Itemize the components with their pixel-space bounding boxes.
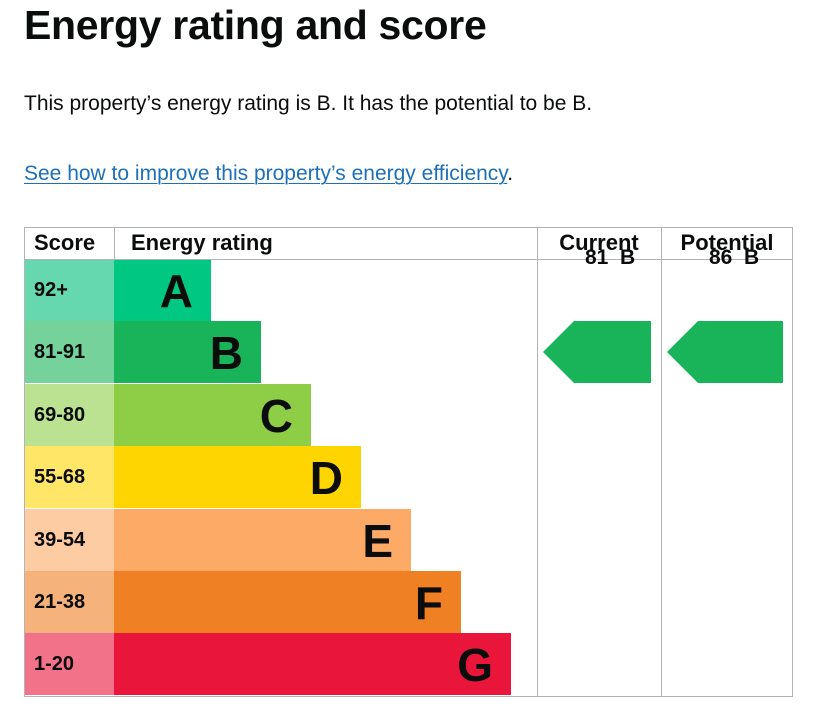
rating-band-a: A xyxy=(114,259,211,321)
energy-rating-chart: Score Energy rating Current Potential 92… xyxy=(24,227,793,697)
header-divider xyxy=(24,259,793,260)
band-letter: G xyxy=(457,639,493,692)
band-letter: B xyxy=(209,327,243,380)
improve-paragraph: See how to improve this property’s energ… xyxy=(24,162,513,186)
score-range-cell: 81-91 xyxy=(24,321,114,384)
rating-band-d: D xyxy=(114,446,361,509)
chart-border xyxy=(24,227,793,697)
score-range-cell: 69-80 xyxy=(24,383,114,446)
rating-summary: This property’s energy rating is B. It h… xyxy=(24,92,593,115)
band-letter: A xyxy=(159,265,193,317)
score-range-cell: 39-54 xyxy=(24,508,114,571)
rating-band-b: B xyxy=(114,321,261,384)
current-rating-arrow xyxy=(543,321,651,384)
current-rating-arrow-shape xyxy=(543,321,651,384)
score-range-cell: 92+ xyxy=(24,259,114,321)
column-divider xyxy=(661,227,662,697)
rating-band-g: G xyxy=(114,633,511,696)
potential-rating-arrow xyxy=(667,321,783,384)
improve-efficiency-link[interactable]: See how to improve this property’s energ… xyxy=(24,162,508,185)
column-divider xyxy=(537,227,538,697)
page-title: Energy rating and score xyxy=(24,2,487,48)
rating-band-c: C xyxy=(114,383,311,446)
score-range-cell: 21-38 xyxy=(24,571,114,633)
rating-band-f: F xyxy=(114,571,461,633)
rating-band-e: E xyxy=(114,508,411,571)
improve-suffix: . xyxy=(507,162,514,185)
band-letter: C xyxy=(259,389,293,442)
current-rating-arrow-label: 81 B xyxy=(585,246,636,269)
score-range-cell: 1-20 xyxy=(24,633,114,696)
column-divider xyxy=(114,227,115,259)
band-letter: D xyxy=(309,452,343,505)
potential-rating-arrow-shape xyxy=(667,321,783,384)
score-header: Score xyxy=(34,230,96,255)
band-letter: F xyxy=(414,577,443,629)
energy-rating-header: Energy rating xyxy=(131,230,273,255)
potential-rating-arrow-label: 86 B xyxy=(709,246,760,269)
band-letter: E xyxy=(362,514,393,567)
current-header: Current xyxy=(559,230,639,255)
potential-header: Potential xyxy=(680,230,774,255)
score-range-cell: 55-68 xyxy=(24,446,114,509)
